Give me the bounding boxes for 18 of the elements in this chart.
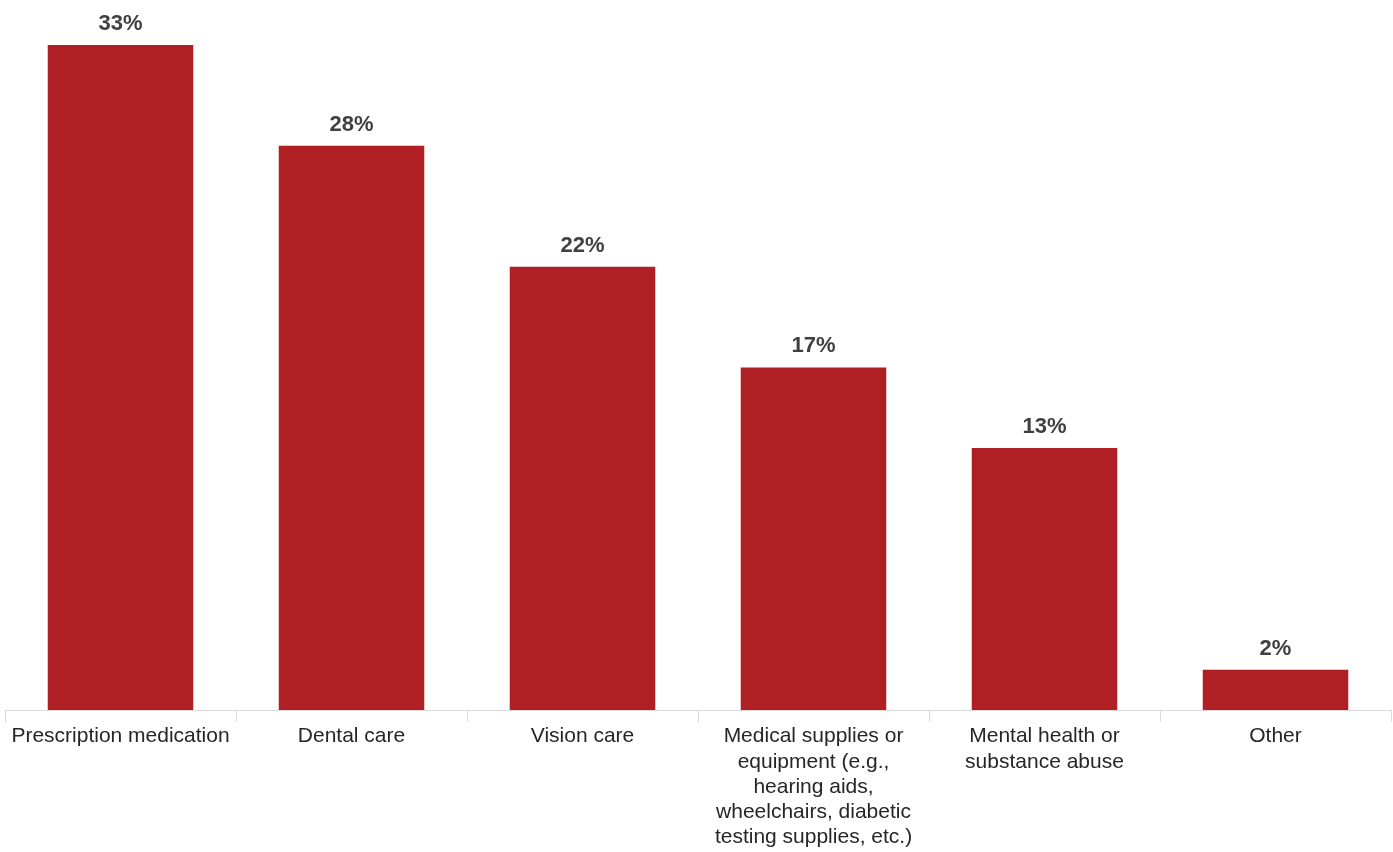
x-tick-label: Dental care — [297, 723, 406, 747]
data-label: 2% — [1259, 634, 1292, 660]
data-label: 13% — [1022, 413, 1067, 439]
x-tick-label: Vision care — [530, 723, 635, 747]
data-label: 22% — [560, 231, 605, 257]
bar — [278, 145, 425, 710]
bar — [509, 266, 656, 710]
x-tick-label: Prescription medication — [11, 723, 230, 747]
data-label: 33% — [98, 10, 143, 36]
x-tick-label: Medical supplies or equipment (e.g., hearing aids, wheelchairs, diabetic testing supplies, etc.) — [714, 723, 913, 848]
data-label: 28% — [329, 110, 374, 136]
bar — [1202, 669, 1349, 710]
x-tick-label: Mental health or substance abuse — [965, 723, 1124, 772]
bar — [971, 448, 1118, 710]
bar — [740, 367, 887, 710]
x-tick-label: Other — [1249, 723, 1302, 747]
bar — [47, 45, 194, 710]
data-label: 17% — [791, 332, 836, 358]
